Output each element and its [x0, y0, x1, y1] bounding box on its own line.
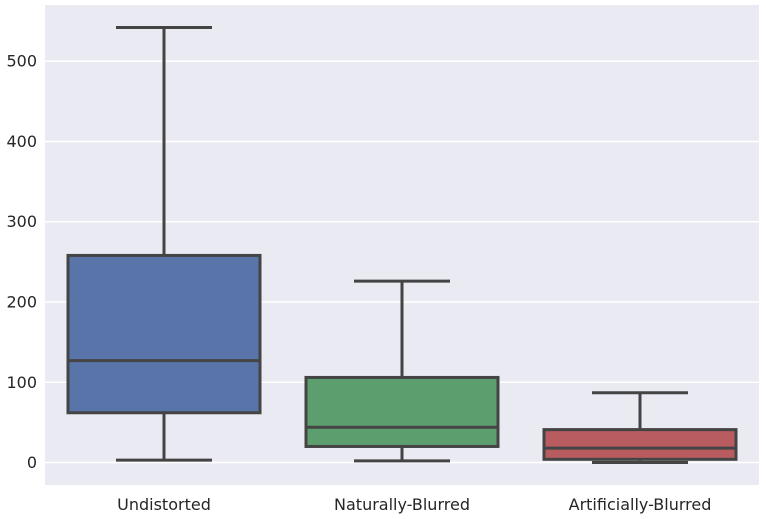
x-tick-label: Artificially-Blurred — [569, 495, 712, 514]
box-iqr — [304, 375, 500, 448]
x-tick-label: Undistorted — [117, 495, 211, 514]
y-tick-label: 300 — [6, 212, 37, 231]
y-tick-label: 100 — [6, 373, 37, 392]
box-group — [542, 391, 738, 465]
y-tick-label: 500 — [6, 52, 37, 71]
box-group — [304, 279, 500, 463]
box-group — [66, 25, 262, 462]
y-tick-label: 400 — [6, 132, 37, 151]
y-tick-label: 200 — [6, 292, 37, 311]
x-axis-ticks: Undistorted Naturally-Blurred Artificially… — [117, 495, 711, 514]
x-tick-label: Naturally-Blurred — [334, 495, 470, 514]
y-tick-label: 0 — [27, 453, 37, 472]
box-series — [66, 25, 738, 465]
box-iqr — [66, 253, 262, 415]
y-axis-ticks: 0 100 200 300 400 500 — [6, 52, 37, 472]
box-iqr — [542, 428, 738, 461]
